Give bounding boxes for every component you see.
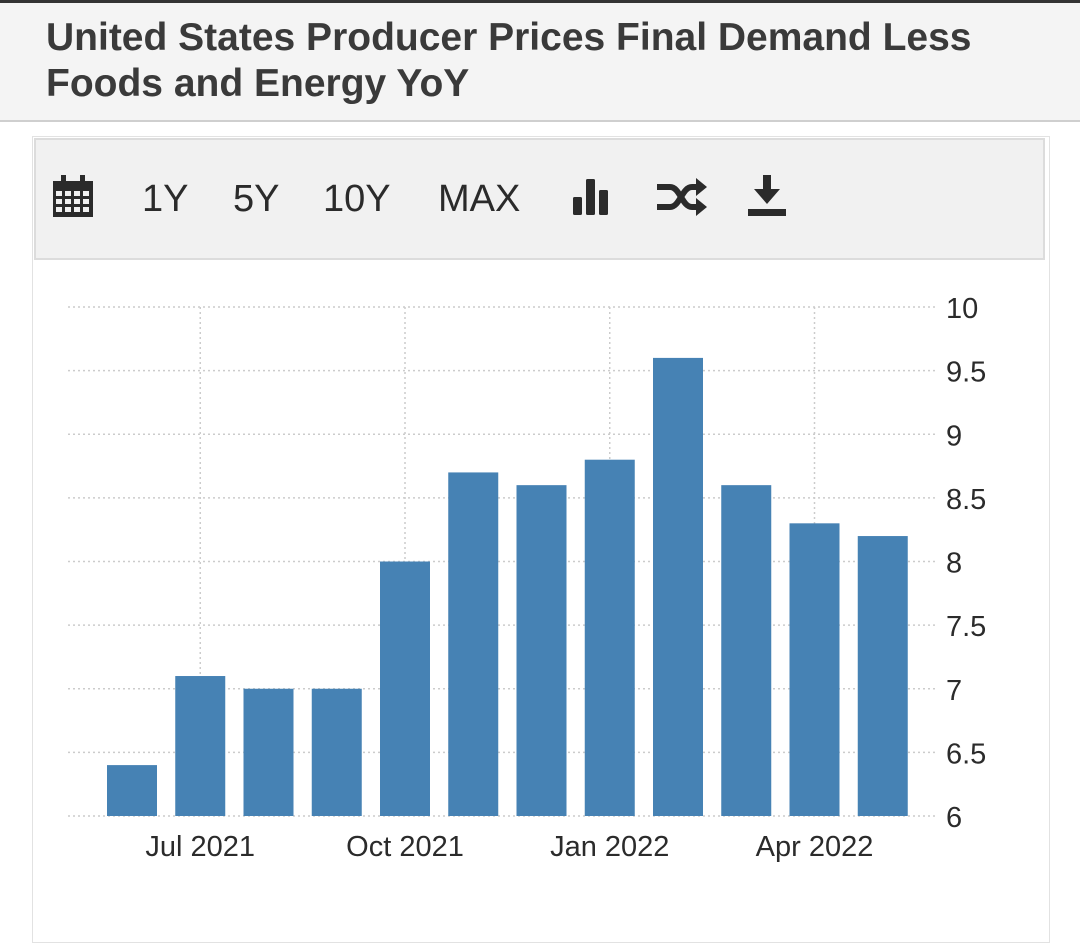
range-5y-button[interactable]: 5Y (233, 178, 280, 220)
page-header: United States Producer Prices Final Dema… (0, 3, 1080, 122)
bar-sep-2021 (311, 688, 362, 816)
page-title: United States Producer Prices Final Dema… (46, 16, 972, 105)
range-1y-button[interactable]: 1Y (142, 178, 189, 220)
x-tick-label: Jan 2022 (550, 831, 669, 863)
bar-apr-2022 (789, 523, 840, 816)
y-tick-label: 9.5 (946, 357, 986, 389)
top-border (0, 0, 1080, 3)
x-tick-label: Apr 2022 (756, 831, 874, 863)
bar-chart-icon[interactable] (573, 177, 613, 217)
y-tick-label: 7.5 (946, 611, 986, 643)
bar-aug-2021 (243, 688, 294, 816)
bar-dec-2021 (516, 485, 567, 816)
y-tick-label: 6.5 (946, 738, 986, 770)
bar-feb-2022 (653, 357, 703, 816)
y-tick-label: 10 (946, 293, 978, 325)
y-tick-label: 8.5 (946, 484, 986, 516)
y-tick-label: 6 (946, 802, 962, 834)
bar-jan-2022 (584, 459, 635, 816)
range-10y-button[interactable]: 10Y (323, 178, 391, 220)
bar-jun-2021 (107, 765, 157, 816)
x-tick-label: Jul 2021 (145, 831, 255, 863)
range-max-button[interactable]: MAX (438, 178, 521, 220)
x-tick-label: Oct 2021 (346, 831, 464, 863)
bar-may-2022 (857, 536, 908, 816)
shuffle-icon[interactable] (656, 177, 708, 217)
bar-mar-2022 (721, 485, 772, 816)
bar-nov-2021 (448, 472, 499, 816)
y-tick-label: 8 (946, 548, 962, 580)
y-tick-label: 9 (946, 420, 962, 452)
y-tick-label: 7 (946, 675, 962, 707)
bar-oct-2021 (380, 561, 430, 816)
bar-jul-2021 (175, 676, 226, 816)
calendar-icon[interactable] (53, 175, 93, 217)
chart-toolbar (34, 138, 1045, 260)
download-icon[interactable] (746, 175, 788, 217)
